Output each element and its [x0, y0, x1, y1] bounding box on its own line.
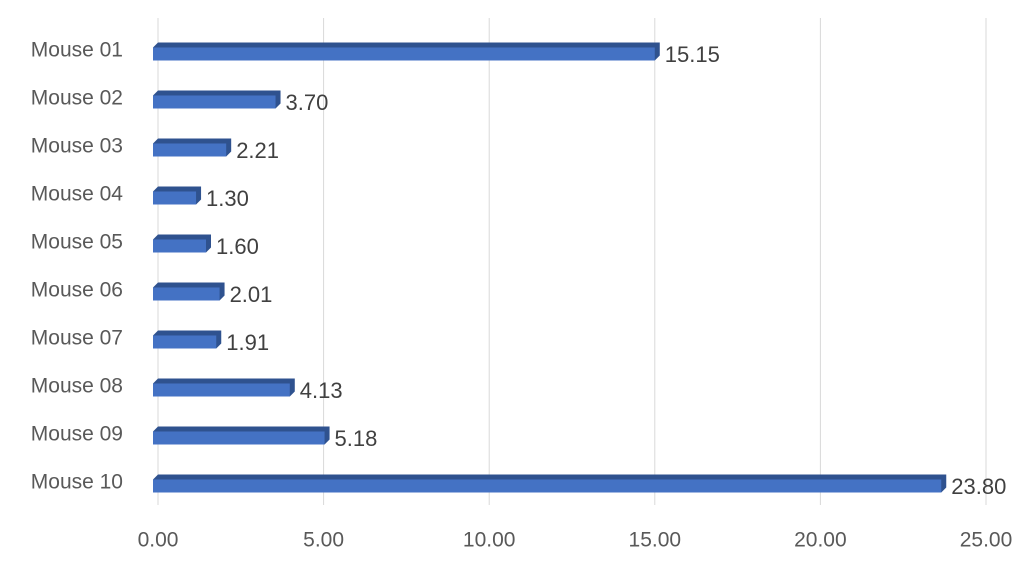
data-label: 2.01 — [230, 282, 273, 307]
bar — [153, 287, 220, 301]
data-label: 1.91 — [226, 330, 269, 355]
bar — [153, 431, 325, 445]
y-tick-label: Mouse 02 — [31, 87, 123, 110]
x-tick-label: 10.00 — [463, 529, 516, 552]
y-tick-label: Mouse 05 — [31, 231, 123, 254]
bar — [153, 47, 655, 61]
data-label: 15.15 — [665, 42, 720, 67]
x-tick-label: 0.00 — [138, 529, 179, 552]
bar — [153, 239, 206, 253]
y-tick-label: Mouse 07 — [31, 327, 123, 350]
bar — [153, 335, 217, 349]
x-tick-label: 5.00 — [303, 529, 344, 552]
bar — [153, 479, 942, 493]
bar — [153, 143, 227, 157]
bar — [153, 191, 197, 205]
x-tick-label: 20.00 — [794, 529, 847, 552]
data-label: 3.70 — [286, 90, 329, 115]
data-label: 4.13 — [300, 378, 343, 403]
data-label: 5.18 — [335, 426, 378, 451]
y-tick-label: Mouse 09 — [31, 423, 123, 446]
y-tick-label: Mouse 06 — [31, 279, 123, 302]
bar — [153, 95, 276, 109]
data-label: 1.30 — [206, 186, 249, 211]
data-label: 2.21 — [236, 138, 279, 163]
x-tick-label: 25.00 — [960, 529, 1013, 552]
y-tick-label: Mouse 04 — [31, 183, 124, 206]
data-label: 1.60 — [216, 234, 259, 259]
bar — [153, 383, 290, 397]
y-tick-label: Mouse 03 — [31, 135, 123, 158]
y-tick-label: Mouse 01 — [31, 39, 123, 62]
y-tick-label: Mouse 08 — [31, 375, 123, 398]
data-label: 23.80 — [951, 474, 1006, 499]
y-tick-label: Mouse 10 — [31, 471, 123, 494]
x-tick-label: 15.00 — [629, 529, 682, 552]
